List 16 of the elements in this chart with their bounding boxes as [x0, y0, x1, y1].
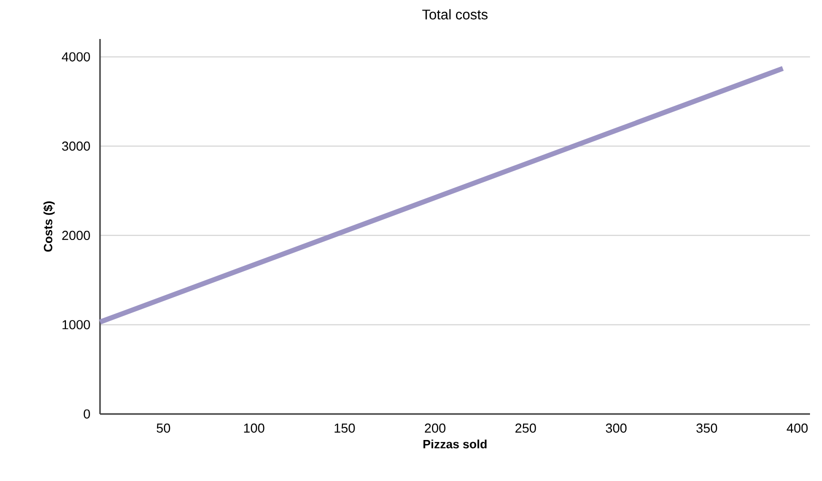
x-tick-label: 50	[156, 424, 170, 433]
x-tick-label: 100	[244, 424, 264, 433]
y-tick-label: 4000	[62, 52, 90, 62]
y-tick-label: 0	[84, 409, 90, 419]
x-tick-label: 200	[424, 424, 446, 433]
y-tick-label: 2000	[62, 230, 90, 240]
y-axis-title: Costs ($)	[43, 201, 55, 252]
x-tick-label: 150	[334, 424, 355, 433]
y-tick-label: 1000	[62, 320, 90, 330]
x-axis-title: Pizzas sold	[423, 440, 487, 448]
x-tick-label: 400	[786, 424, 808, 433]
x-tick-label: 350	[696, 424, 718, 433]
x-tick-label: 300	[606, 424, 627, 433]
chart-title: Total costs	[422, 9, 488, 20]
y-tick-label: 3000	[62, 142, 90, 151]
x-tick-label: 250	[515, 424, 536, 433]
